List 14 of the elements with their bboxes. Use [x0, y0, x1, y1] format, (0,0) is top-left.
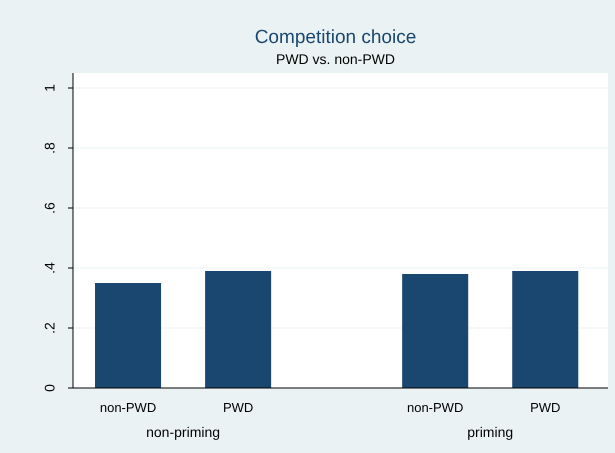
y-tick-label: .8 [42, 142, 58, 154]
chart-title: Competition choice [254, 27, 416, 48]
chart-subtitle: PWD vs. non-PWD [276, 51, 396, 67]
y-tick-label: .4 [42, 262, 58, 274]
y-tick-label: .6 [42, 202, 58, 214]
y-tick-label: .2 [42, 322, 58, 334]
x-tick-label: non-PWD [100, 400, 156, 415]
y-tick-label: 1 [42, 84, 58, 92]
y-tick-label: 0 [42, 384, 58, 392]
x-tick-label: PWD [222, 400, 254, 415]
x-tick-label: PWD [530, 400, 560, 415]
x-tick-label: non-PWD [406, 400, 464, 415]
text: non-priming [146, 424, 220, 440]
text: priming [467, 424, 514, 440]
